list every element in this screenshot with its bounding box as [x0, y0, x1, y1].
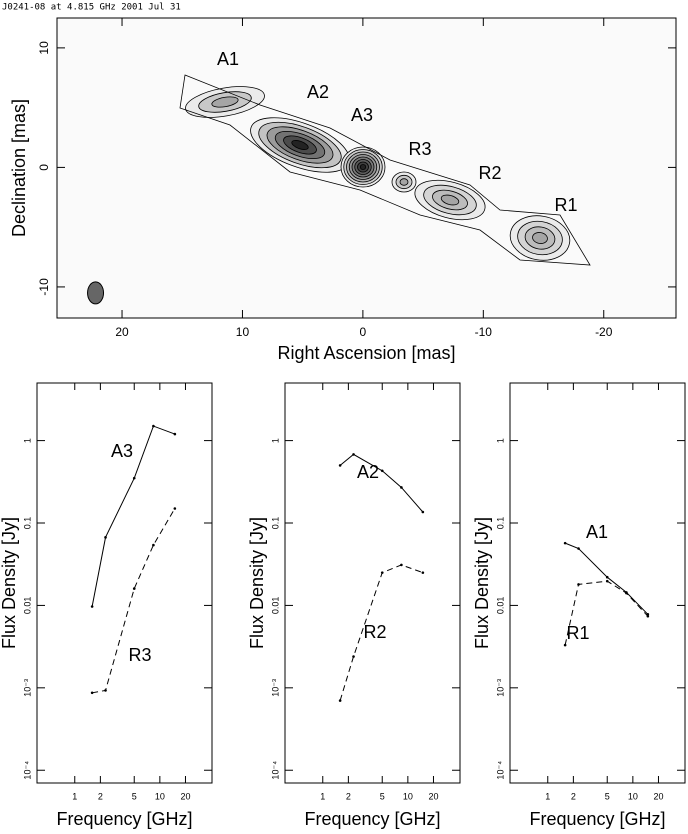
y-tick-label: 10⁻⁴	[495, 761, 505, 780]
y-axis-label: Declination [mas]	[9, 99, 29, 237]
data-point	[91, 605, 94, 608]
data-point	[352, 655, 355, 658]
x-tick-label: -10	[475, 325, 493, 339]
spectrum-line	[92, 426, 175, 606]
y-axis-label: Flux Density [Jy]	[472, 517, 492, 649]
data-point	[104, 689, 107, 692]
x-tick-label: 5	[132, 791, 137, 801]
plot-frame	[285, 383, 460, 783]
y-tick-label: -10	[37, 278, 51, 296]
x-tick-label: 10	[628, 791, 638, 801]
data-point	[91, 692, 94, 695]
y-tick-label: 1	[495, 438, 505, 443]
x-tick-label: 20	[428, 791, 438, 801]
x-axis-label: Frequency [GHz]	[304, 809, 440, 829]
x-tick-label: 2	[571, 791, 576, 801]
y-tick-label: 10	[37, 41, 51, 55]
x-tick-label: 1	[545, 791, 550, 801]
y-tick-label: 0.01	[495, 597, 505, 615]
component-label: A2	[307, 82, 329, 102]
x-tick-label: 20	[115, 325, 129, 339]
x-tick-label: 10	[236, 325, 250, 339]
plot-frame	[510, 383, 685, 783]
figure: J0241-08 at 4.815 GHz 2001 Jul 31 20100-…	[0, 0, 688, 834]
y-tick-label: 10⁻⁴	[22, 761, 32, 780]
x-tick-label: 20	[180, 791, 190, 801]
data-point	[339, 699, 342, 702]
data-point	[625, 592, 628, 595]
data-point	[647, 615, 650, 618]
data-point	[577, 583, 580, 586]
y-tick-label: 0.1	[495, 517, 505, 530]
series-label: R1	[566, 623, 589, 643]
data-point	[381, 470, 384, 473]
y-tick-label: 10⁻³	[495, 679, 505, 697]
data-point	[422, 511, 425, 514]
x-tick-label: 1	[72, 791, 77, 801]
y-tick-label: 10⁻³	[270, 679, 280, 697]
component-label: R3	[408, 139, 431, 159]
y-axis-label: Flux Density [Jy]	[247, 517, 267, 649]
x-tick-label: 2	[346, 791, 351, 801]
spectrum-line	[565, 543, 648, 614]
data-point	[152, 544, 155, 547]
data-point	[577, 547, 580, 550]
spectrum-line	[92, 508, 175, 692]
x-axis-label: Frequency [GHz]	[529, 809, 665, 829]
x-tick-label: 5	[380, 791, 385, 801]
data-point	[133, 587, 136, 590]
component-label: A3	[351, 105, 373, 125]
page: J0241-08 at 4.815 GHz 2001 Jul 31 20100-…	[0, 0, 688, 834]
data-point	[564, 542, 567, 545]
data-point	[352, 453, 355, 456]
y-tick-label: 0.1	[270, 517, 280, 530]
x-tick-label: 10	[155, 791, 165, 801]
series-label: R2	[363, 622, 386, 642]
data-point	[400, 564, 403, 567]
series-label: A2	[357, 462, 379, 482]
data-point	[104, 536, 107, 539]
x-axis-label: Frequency [GHz]	[56, 809, 192, 829]
y-tick-label: 0.1	[22, 517, 32, 530]
data-point	[152, 425, 155, 428]
y-tick-label: 0	[37, 164, 51, 171]
y-tick-label: 10⁻⁴	[270, 761, 280, 780]
data-point	[339, 464, 342, 467]
contour	[400, 179, 408, 186]
y-tick-label: 10⁻³	[22, 679, 32, 697]
component-label: R1	[554, 195, 577, 215]
contour	[360, 165, 366, 170]
data-point	[133, 477, 136, 480]
series-label: R3	[128, 645, 151, 665]
series-label: A3	[111, 441, 133, 461]
data-point	[174, 507, 177, 510]
y-tick-label: 1	[270, 438, 280, 443]
x-tick-label: 1	[320, 791, 325, 801]
x-tick-label: -20	[595, 325, 613, 339]
map-title: J0241-08 at 4.815 GHz 2001 Jul 31	[2, 3, 181, 13]
y-tick-label: 0.01	[22, 597, 32, 615]
beam	[88, 282, 104, 304]
data-point	[381, 571, 384, 574]
data-point	[400, 486, 403, 489]
x-tick-label: 5	[605, 791, 610, 801]
x-tick-label: 2	[98, 791, 103, 801]
data-point	[606, 576, 609, 579]
x-tick-label: 10	[403, 791, 413, 801]
data-point	[422, 571, 425, 574]
x-tick-label: 0	[360, 325, 367, 339]
data-point	[606, 580, 609, 583]
component-label: R2	[478, 163, 501, 183]
x-axis-label: Right Ascension [mas]	[277, 343, 455, 363]
y-tick-label: 0.01	[270, 597, 280, 615]
x-tick-label: 20	[653, 791, 663, 801]
component-label: A1	[217, 49, 239, 69]
spectrum-line	[340, 454, 423, 512]
y-tick-label: 1	[22, 438, 32, 443]
data-point	[174, 433, 177, 436]
y-axis-label: Flux Density [Jy]	[0, 517, 19, 649]
series-label: A1	[586, 522, 608, 542]
data-point	[564, 644, 567, 647]
